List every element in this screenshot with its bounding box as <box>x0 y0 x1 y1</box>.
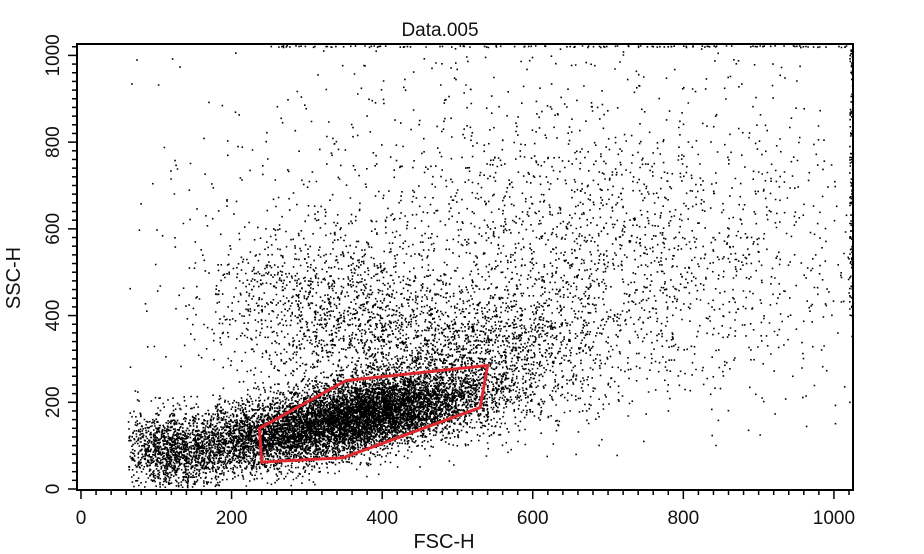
y-tick-label: 200 <box>43 386 64 418</box>
data-point-cloud <box>127 45 854 489</box>
data-points <box>127 45 854 489</box>
x-axis-label: FSC-H <box>413 531 474 553</box>
y-axis-label: SSC-H <box>3 247 25 309</box>
x-tick-label: 800 <box>667 508 699 529</box>
x-tick-label: 400 <box>366 508 398 529</box>
y-tick-label: 1000 <box>43 34 64 76</box>
y-axis: 0 200 400 600 800 1000 <box>43 34 77 494</box>
y-tick-label: 0 <box>43 484 64 495</box>
chart-title: Data.005 <box>401 20 478 41</box>
y-tick-label: 400 <box>43 300 64 332</box>
y-tick-label: 600 <box>43 213 64 245</box>
x-tick-label: 200 <box>216 508 248 529</box>
y-tick-label: 800 <box>43 126 64 158</box>
x-tick-label: 600 <box>517 508 549 529</box>
x-tick-label: 1000 <box>813 508 855 529</box>
x-axis: 0 200 400 600 800 1000 <box>76 490 855 529</box>
gate-polygon <box>257 363 490 464</box>
x-tick-label: 0 <box>76 508 87 529</box>
